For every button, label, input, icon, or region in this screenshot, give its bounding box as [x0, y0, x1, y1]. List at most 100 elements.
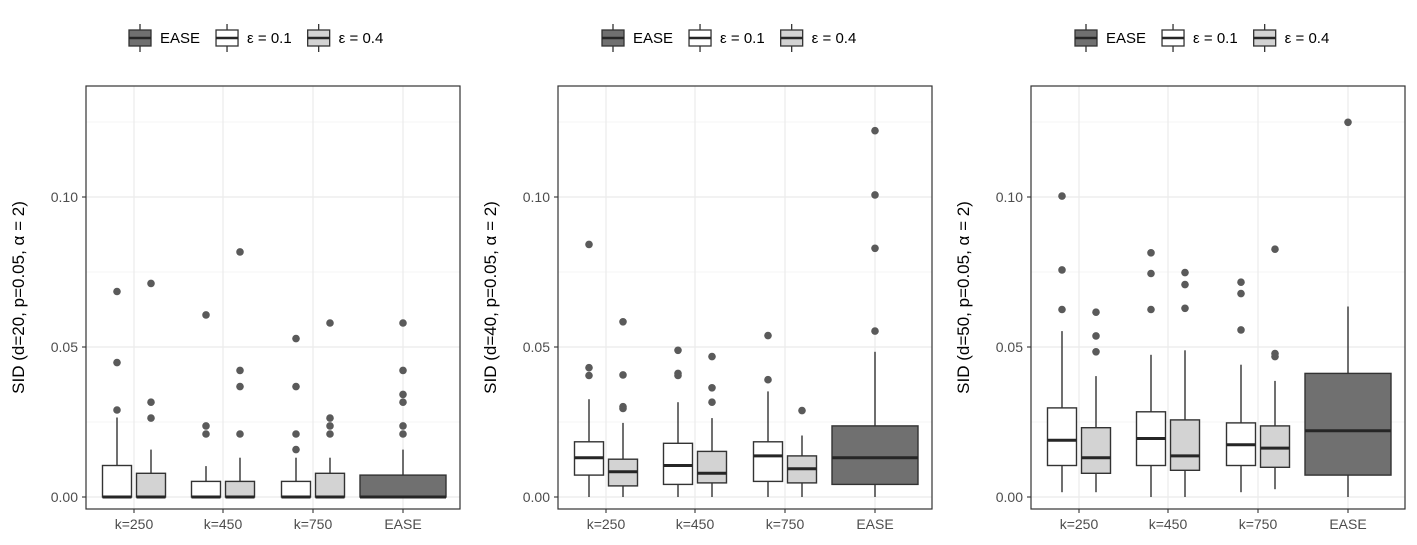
outlier-point: [871, 191, 879, 199]
box-iqr: [135, 472, 167, 498]
outlier-point: [1058, 266, 1066, 274]
outlier-point: [1181, 280, 1189, 289]
outlier-point: [798, 406, 806, 415]
legend-key-0-4: [1253, 24, 1277, 52]
box-0-4-k-250: [1080, 308, 1112, 493]
x-tick-label: k=750: [766, 516, 805, 532]
outlier-point: [1147, 269, 1155, 278]
outlier-point: [708, 352, 716, 361]
outlier-point: [113, 358, 121, 367]
legend-key-0-4: [307, 24, 331, 52]
x-tick-label: k=750: [1239, 516, 1278, 532]
y-tick-label: 0.05: [51, 339, 78, 355]
box-0-4-k-750: [786, 406, 818, 497]
box-iqr: [752, 441, 784, 483]
outlier-point: [113, 287, 121, 296]
outlier-point: [674, 346, 682, 355]
outlier-point: [1092, 308, 1100, 317]
box-0-4-k-250: [135, 279, 167, 499]
box-iqr: [101, 464, 133, 498]
panel-1: 0.00 0.05 0.10 k=250 k=450 k=750 EASE SID (d=20…: [9, 24, 461, 532]
box-iqr: [1259, 425, 1291, 468]
outlier-point: [147, 279, 155, 288]
box-ease-ease: [831, 126, 919, 497]
x-tick-label: k=450: [204, 516, 243, 532]
outlier-point: [399, 430, 407, 438]
box-iqr: [190, 480, 222, 498]
y-tick-label: 0.05: [523, 339, 550, 355]
x-tick-label: k=250: [115, 516, 154, 532]
outlier-point: [202, 422, 210, 430]
box-iqr: [662, 442, 694, 486]
outlier-point: [1344, 118, 1352, 127]
legend: EASE ε = 0.1 ε = 0.4: [1074, 24, 1330, 52]
panel-background: [86, 86, 460, 509]
legend-key-ease: [128, 24, 152, 52]
box-0-4-k-750: [1259, 245, 1291, 490]
y-axis-title: SID (d=50, p=0.05, α = 2): [954, 201, 973, 394]
box-0-1-k-750: [280, 334, 312, 499]
outlier-point: [236, 430, 244, 438]
x-tick-label: k=250: [587, 516, 626, 532]
x-tick-label: k=250: [1060, 516, 1099, 532]
legend-label: ε = 0.4: [1285, 30, 1330, 47]
legend-key-0-4: [780, 24, 804, 52]
box-0-1-k-450: [190, 311, 222, 499]
outlier-point: [619, 371, 627, 379]
outlier-point: [1058, 192, 1066, 200]
outlier-point: [764, 331, 772, 340]
outlier-point: [399, 398, 407, 407]
box-0-1-k-250: [1046, 192, 1078, 493]
outlier-point: [764, 375, 772, 384]
box-iqr: [696, 450, 728, 484]
outlier-point: [202, 311, 210, 319]
box-0-1-k-750: [752, 331, 784, 497]
outlier-point: [399, 319, 407, 327]
box-iqr: [314, 472, 346, 498]
box-0-1-k-750: [1225, 278, 1257, 493]
y-tick-label: 0.10: [996, 189, 1023, 205]
box-iqr: [1304, 372, 1392, 476]
box-iqr: [1169, 419, 1201, 471]
y-tick-label: 0.00: [51, 489, 78, 505]
outlier-point: [585, 363, 593, 372]
legend-label: ε = 0.4: [812, 30, 857, 47]
outlier-point: [1237, 326, 1245, 334]
outlier-point: [202, 430, 210, 438]
legend-key-ease: [601, 24, 625, 52]
x-tick-label: EASE: [1329, 516, 1366, 532]
box-0-1-k-450: [662, 346, 694, 497]
legend-key-0-1: [215, 24, 239, 52]
outlier-point: [1147, 249, 1155, 257]
outlier-point: [147, 398, 155, 407]
legend-label: EASE: [160, 30, 200, 47]
legend-label: ε = 0.1: [247, 30, 292, 47]
box-0-4-k-250: [607, 318, 639, 497]
outlier-point: [1237, 289, 1245, 298]
outlier-point: [1181, 304, 1189, 313]
legend-label: ε = 0.4: [339, 30, 384, 47]
y-tick-label: 0.00: [996, 489, 1023, 505]
box-iqr: [831, 425, 919, 486]
box-0-1-k-250: [101, 287, 133, 499]
box-0-1-k-250: [573, 240, 605, 497]
outlier-point: [236, 382, 244, 391]
outlier-point: [1181, 268, 1189, 277]
outlier-point: [619, 318, 627, 326]
x-tick-label: k=450: [676, 516, 715, 532]
legend-label: EASE: [1106, 30, 1146, 47]
box-ease-ease: [1304, 118, 1392, 497]
y-tick-label: 0.10: [51, 189, 78, 205]
outlier-point: [399, 422, 407, 430]
y-axis-title: SID (d=40, p=0.05, α = 2): [481, 201, 500, 394]
outlier-point: [1271, 349, 1279, 358]
x-tick-label: k=750: [294, 516, 333, 532]
y-tick-label: 0.00: [523, 489, 550, 505]
x-tick-label: EASE: [384, 516, 421, 532]
legend-key-0-1: [1161, 24, 1185, 52]
outlier-point: [113, 406, 121, 414]
box-0-1-k-450: [1135, 249, 1167, 497]
legend-label: ε = 0.1: [720, 30, 765, 47]
outlier-point: [1058, 305, 1066, 314]
